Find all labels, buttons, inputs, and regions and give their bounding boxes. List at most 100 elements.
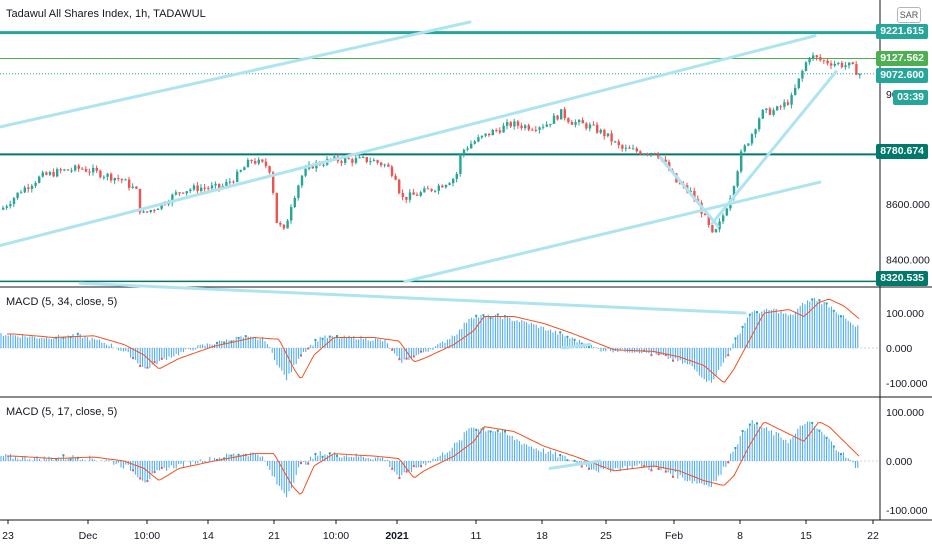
histogram-dot (489, 317, 492, 320)
histogram-dot (391, 467, 394, 470)
candle-body (272, 172, 275, 193)
candle-body (232, 181, 235, 183)
candle-body (650, 152, 653, 155)
candle-body (635, 148, 638, 152)
candle-body (401, 193, 404, 197)
candle-body (732, 186, 736, 199)
candle-body (203, 187, 206, 189)
candle-body (524, 125, 527, 129)
candle-body (48, 172, 52, 175)
candle-body (92, 167, 95, 173)
candle-body (578, 120, 581, 123)
histogram-dot (55, 458, 58, 461)
candle-body (218, 183, 221, 189)
histogram-dot (475, 428, 478, 431)
candle-body (128, 179, 131, 188)
candle-body (408, 192, 412, 200)
time-tick-label: 25 (600, 530, 612, 542)
candle-body (502, 125, 505, 133)
candle-body (606, 133, 610, 137)
histogram-dot (741, 430, 744, 433)
candle-body (689, 190, 692, 192)
candle-body (750, 134, 754, 144)
histogram-dot (336, 454, 338, 457)
candle-body (16, 192, 19, 199)
candle-body (398, 179, 401, 194)
candle-body (639, 151, 642, 155)
price-tag-9127: 9127.562 (876, 51, 928, 66)
histogram-dot (496, 313, 499, 316)
candle-body (66, 169, 70, 171)
candle-body (2, 207, 5, 210)
histogram-dot (588, 467, 590, 470)
candle-body (419, 192, 422, 196)
candle-body (182, 192, 185, 194)
candle-body (416, 194, 419, 196)
histogram-dot (643, 465, 646, 468)
histogram-dot (818, 429, 821, 432)
candle-body (758, 118, 761, 130)
candle-body (779, 106, 782, 108)
candle-body (30, 185, 34, 189)
candle-body (664, 159, 667, 163)
candle-body (275, 192, 278, 223)
histogram-dot (559, 453, 562, 456)
candle-body (290, 207, 293, 221)
candle-body (599, 129, 602, 133)
histogram-dot (62, 454, 65, 457)
candle-body (45, 172, 48, 175)
candle-body (761, 109, 764, 119)
signal-line (7, 298, 860, 383)
candle-body (851, 62, 854, 65)
candle-body (740, 151, 743, 172)
candle-body (390, 166, 394, 176)
candle-body (344, 158, 347, 163)
histogram-dot (650, 354, 653, 357)
candle-body (286, 220, 289, 229)
histogram-dot (741, 325, 744, 328)
candle-body (632, 148, 635, 150)
price-tag-last: 9072.600 (876, 68, 928, 83)
candle-body (304, 168, 307, 176)
candle-body (444, 184, 448, 188)
candle-body (549, 123, 552, 125)
currency-badge[interactable]: SAR (897, 7, 921, 23)
candle-body (797, 78, 800, 88)
candle-body (372, 160, 376, 162)
candle-body (725, 208, 728, 216)
candle-body (102, 176, 106, 178)
histogram-dot (321, 455, 324, 458)
candle-body (351, 159, 354, 163)
macd-tick-label: 100.000 (886, 407, 924, 419)
histogram-dot (664, 354, 667, 357)
candle-body (160, 202, 163, 209)
candle-body (833, 63, 836, 66)
candle-body (423, 188, 426, 193)
histogram-dot (657, 468, 660, 471)
macd2-title: MACD (5, 17, close, 5) (6, 406, 118, 418)
candle-body (261, 159, 264, 162)
candle-body (527, 125, 530, 130)
histogram-dot (588, 345, 590, 348)
candle-body (110, 173, 113, 181)
candle-body (297, 185, 300, 198)
candle-body (491, 130, 494, 136)
histogram-dot (825, 436, 828, 439)
candle-body (470, 143, 473, 149)
candle-body (743, 145, 746, 152)
candle-body (855, 64, 858, 75)
histogram-dot (230, 340, 233, 343)
histogram-dot (566, 335, 569, 338)
histogram-dot (139, 477, 142, 480)
histogram-dot (391, 348, 394, 351)
candle-body (815, 55, 818, 58)
candle-body (718, 221, 721, 230)
macd-tick-label: 0.000 (886, 456, 912, 468)
candle-body (56, 169, 59, 177)
candle-body (437, 185, 440, 191)
candle-body (498, 130, 502, 133)
time-tick-label: 2021 (385, 530, 409, 542)
candle-body (236, 171, 239, 182)
candle-body (552, 115, 556, 124)
